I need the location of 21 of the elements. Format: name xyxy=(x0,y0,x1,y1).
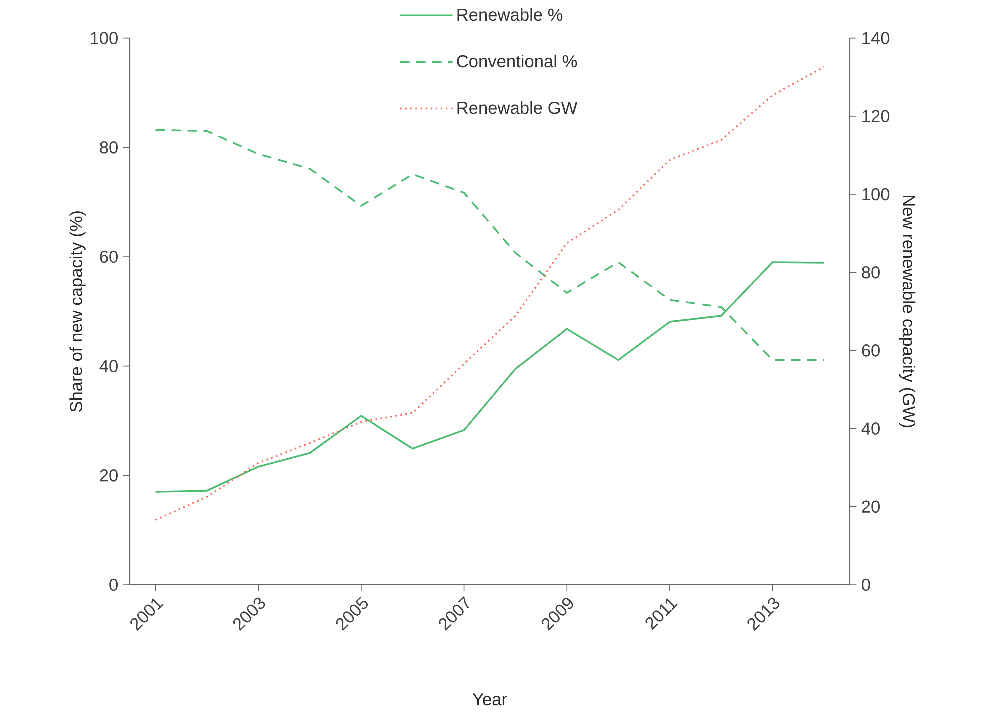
legend-label: Conventional % xyxy=(457,54,578,68)
y2-axis-title: New renewable capacity (GW) xyxy=(899,196,916,428)
x-axis-title: Year xyxy=(472,694,508,706)
y-tick-label: 20 xyxy=(100,470,118,482)
y-axis-title: Share of new capacity (%) xyxy=(70,212,86,412)
y2-tick-label: 120 xyxy=(862,110,890,123)
legend-label: Renewable GW xyxy=(458,102,578,114)
y-tick-label: 0 xyxy=(110,578,118,592)
y2-tick-label: 100 xyxy=(862,188,890,201)
y2-tick-label: 140 xyxy=(862,32,890,44)
y-tick-label: 100 xyxy=(91,32,118,44)
y2-tick-label: 20 xyxy=(862,500,880,514)
y2-tick-label: 80 xyxy=(862,266,880,279)
y2-tick-label: 0 xyxy=(862,578,870,592)
line-series xyxy=(154,66,826,522)
y-tick-label: 60 xyxy=(100,250,118,264)
y2-tick-label: 40 xyxy=(862,422,880,435)
legend-label: Renewable % xyxy=(458,8,563,22)
y2-tick-label: 60 xyxy=(862,344,880,357)
y-tick-label: 40 xyxy=(100,360,118,372)
y-tick-label: 80 xyxy=(100,142,118,154)
